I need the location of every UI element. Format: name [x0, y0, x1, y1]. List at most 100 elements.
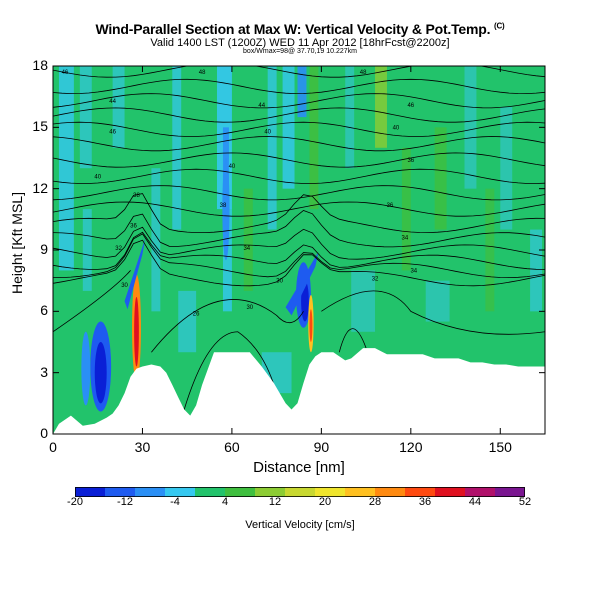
isentrope-low-5: [338, 328, 367, 353]
colorbar-swatch: [285, 487, 316, 497]
colorbar-swatch: [315, 487, 346, 497]
isentrope-14: [53, 231, 545, 270]
colorbar-label: Vertical Velocity [cm/s]: [245, 519, 355, 531]
colorbar-swatch: [135, 487, 166, 497]
isentrope-label: 48: [360, 70, 367, 76]
field-band-20: [434, 127, 447, 230]
isentrope-label: 44: [109, 99, 116, 105]
isentrope-label: 36: [407, 158, 414, 164]
field-band-25: [425, 280, 450, 322]
isentrope-6: [53, 136, 545, 152]
isentrope-8: [53, 168, 545, 184]
isentrope-5: [53, 121, 545, 137]
x-axis-label: Distance [nm]: [253, 459, 345, 476]
colorbar: [75, 487, 525, 497]
chart-title-tag: (C): [494, 21, 505, 31]
isentrope-label: 34: [402, 236, 409, 242]
field-band-23: [178, 290, 197, 353]
field-band-15: [82, 209, 92, 291]
isentrope-label: 32: [115, 246, 122, 252]
field-cell-3: [81, 331, 91, 406]
isentrope-2: [53, 78, 545, 95]
x-tick-label: 60: [224, 439, 240, 455]
colorbar-swatch: [375, 487, 406, 497]
field-cell-10: [309, 309, 313, 342]
field-band-17: [309, 66, 319, 210]
field-band-4: [151, 168, 161, 312]
isentrope-9: [53, 185, 545, 201]
colorbar-tick-label: -12: [117, 496, 133, 508]
isentrope-label: 46: [62, 70, 69, 76]
field-cell-2: [94, 342, 107, 404]
colorbar-swatch: [405, 487, 436, 497]
y-tick-label: 6: [40, 302, 48, 319]
field-band-13: [464, 66, 477, 189]
colorbar-swatch: [255, 487, 286, 497]
colorbar-tick-label: 52: [518, 496, 532, 508]
colorbar-frame: [75, 487, 525, 497]
isentrope-label: 40: [94, 174, 101, 180]
updraft-tilt-band-west: [124, 237, 146, 310]
isentrope-15: [53, 233, 545, 279]
colorbar-tick-label: 44: [468, 496, 482, 508]
field-band-3: [112, 66, 125, 148]
x-tick-label: 120: [399, 439, 423, 455]
chart-title: Wind-Parallel Section at Max W: Vertical…: [0, 21, 600, 37]
isentrope-label: 48: [199, 70, 206, 76]
isentrope-11: [53, 193, 545, 234]
isentrope-label: 38: [133, 193, 140, 199]
field-band-1: [58, 66, 74, 271]
isentrope-13: [53, 226, 545, 260]
field-band-16: [243, 188, 253, 291]
field-band-14: [500, 106, 513, 230]
isentrope-label: 46: [407, 103, 414, 109]
isentrope-label: 32: [372, 277, 379, 283]
updraft-tilt-band-east: [285, 252, 319, 316]
x-tick-label: 90: [313, 439, 330, 455]
isentrope-4: [53, 107, 545, 123]
colorbar-tick-label: -20: [67, 496, 83, 508]
x-tick-label: 150: [488, 439, 512, 455]
colorbar-swatch: [465, 487, 496, 497]
isentrope-10: [53, 201, 545, 217]
isentropes: [53, 66, 545, 410]
field-band-12: [345, 66, 355, 169]
isentrope-16: [53, 239, 545, 287]
isentrope-label: 26: [193, 311, 200, 317]
isentrope-1: [53, 66, 545, 78]
isentrope-label: 46: [109, 129, 116, 135]
isentrope-low-4: [183, 331, 281, 410]
colorbar-swatch: [75, 487, 106, 497]
terrain: [53, 348, 545, 434]
isentrope-label: 34: [243, 246, 250, 252]
isentrope-label: 36: [130, 223, 137, 229]
field-cell-4: [222, 158, 230, 261]
colorbar-swatch: [105, 487, 136, 497]
field-band-18: [375, 66, 387, 148]
x-tick-label: 0: [49, 439, 57, 455]
colorbar-swatch: [195, 487, 226, 497]
colorbar-tick-label: 12: [268, 496, 282, 508]
isentrope-low-3: [321, 290, 545, 335]
colorbar-tick-label: 36: [418, 496, 432, 508]
isentrope-low-2: [151, 299, 304, 353]
field-band-22: [530, 229, 543, 312]
colorbar-tick-label: 20: [318, 496, 332, 508]
isentrope-3: [53, 93, 545, 109]
isentrope-label: 36: [387, 203, 394, 209]
y-tick-label: 3: [40, 363, 48, 380]
isentrope-low-1: [53, 270, 131, 333]
colorbar-tick-label: 28: [368, 496, 382, 508]
colorbar-tick-label: -4: [170, 496, 180, 508]
colorbar-swatch: [165, 487, 196, 497]
field-band-10: [282, 66, 295, 189]
field-band-9: [267, 66, 277, 230]
chart-subtitle-2: box/Wmax=98@ 37.70,19 10.227km: [243, 48, 357, 55]
isentrope-label: 38: [220, 203, 227, 209]
isentrope-label: 40: [229, 164, 236, 170]
field-cell-8: [134, 297, 139, 367]
colorbar-swatch: [225, 487, 256, 497]
field-band-5: [172, 66, 182, 230]
isentrope-label: 30: [246, 305, 253, 311]
